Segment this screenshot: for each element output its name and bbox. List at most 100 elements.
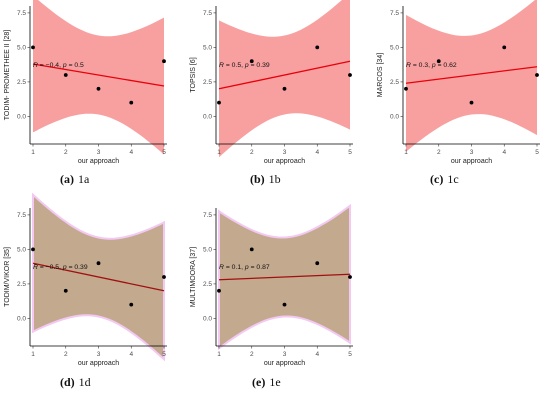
confidence-band <box>33 0 164 155</box>
x-axis-label: our approach <box>451 158 492 165</box>
y-axis-label: TODIM/VIKOR [35] <box>4 247 11 307</box>
annotation-part: 0.5 <box>74 62 84 69</box>
x-tick-label: 5 <box>162 149 166 156</box>
x-tick-label: 4 <box>129 149 133 156</box>
data-point <box>404 86 408 91</box>
y-tick-label: 5.0 <box>390 45 399 52</box>
annotation-part: −0.4 <box>46 62 60 69</box>
data-point <box>436 59 441 64</box>
panel-1e: 0.0 2.5 5.0 7.5 1 2 3 4 5 our approach MULTIMOORA … <box>190 203 353 389</box>
x-tick-label: 1 <box>31 149 35 156</box>
data-point <box>217 100 221 105</box>
panel-caption: (d) 1d <box>60 375 91 389</box>
annotation-part: 0.62 <box>443 62 456 69</box>
annotation-part: , <box>59 264 63 271</box>
data-point <box>217 288 221 293</box>
data-point <box>249 247 254 252</box>
x-tick-label: 1 <box>31 351 35 358</box>
correlation-annotation: R = 0.5, p = 0.39 <box>219 62 270 69</box>
y-tick-label: 5.0 <box>17 45 26 52</box>
annotation-part: 0.87 <box>256 264 269 271</box>
y-tick-label: 0.0 <box>203 114 212 121</box>
annotation-part: p = <box>244 62 257 69</box>
annotation-part: , <box>241 62 245 69</box>
data-point <box>96 86 101 91</box>
caption-letter: (a) <box>60 172 74 186</box>
data-point <box>315 45 320 50</box>
y-tick-label: 5.0 <box>203 45 212 52</box>
annotation-part: R = <box>406 62 419 69</box>
data-point <box>63 73 68 77</box>
y-axis-label: TODIM- PROMETHEE II [28] <box>4 30 11 121</box>
data-point <box>63 288 68 293</box>
annotation-part: 0.5 <box>232 62 242 69</box>
x-tick-label: 3 <box>97 149 101 156</box>
caption-text: 1b <box>269 172 281 186</box>
regression-line <box>32 63 165 87</box>
annotation-part: p = <box>244 264 257 271</box>
data-point <box>31 45 35 50</box>
x-tick-label: 1 <box>217 351 221 358</box>
annotation-part: R = <box>33 62 46 69</box>
annotation-part: 0.39 <box>74 264 87 271</box>
x-tick-label: 2 <box>250 149 254 156</box>
y-tick-label: 5.0 <box>17 247 26 254</box>
x-tick-label: 4 <box>502 149 506 156</box>
regression-line <box>218 60 351 90</box>
annotation-part: , <box>428 62 432 69</box>
data-point <box>348 73 352 77</box>
x-tick-label: 2 <box>437 149 441 156</box>
y-tick-label: 5.0 <box>203 247 212 254</box>
confidence-band <box>406 0 537 152</box>
annotation-part: p = <box>62 62 75 69</box>
x-axis-label: our approach <box>264 158 305 165</box>
x-tick-label: 3 <box>283 351 287 358</box>
caption-letter: (c) <box>430 172 443 186</box>
caption-letter: (d) <box>60 375 75 389</box>
annotation-part: 0.3 <box>419 62 429 69</box>
x-axis-label: our approach <box>264 360 305 367</box>
caption-letter: (b) <box>250 172 265 186</box>
panel-1a: 0.0 2.5 5.0 7.5 1 2 3 4 5 our approach TODIM- PROM… <box>4 0 167 186</box>
y-axis-label: TOPSIS [6] <box>190 57 197 92</box>
y-axis-label: MARCOS [34] <box>377 53 384 97</box>
data-point <box>348 275 352 279</box>
correlation-annotation: R = −0.5, p = 0.39 <box>33 264 88 271</box>
data-point <box>469 100 474 105</box>
annotation-part: , <box>241 264 245 271</box>
x-tick-label: 5 <box>535 149 539 156</box>
x-tick-label: 3 <box>470 149 474 156</box>
x-tick-label: 3 <box>283 149 287 156</box>
x-tick-label: 2 <box>250 351 254 358</box>
annotation-part: 0.39 <box>256 62 269 69</box>
y-tick-label: 0.0 <box>203 316 212 323</box>
data-point <box>96 261 101 266</box>
y-tick-label: 7.5 <box>17 10 26 17</box>
regression-line <box>32 262 165 292</box>
data-point <box>162 59 166 64</box>
y-tick-label: 0.0 <box>390 114 399 121</box>
annotation-part: R = <box>219 264 232 271</box>
correlation-annotation: R = 0.3, p = 0.62 <box>406 62 457 69</box>
annotation-part: −0.5 <box>46 264 60 271</box>
annotation-part: 0.1 <box>232 264 242 271</box>
y-tick-label: 7.5 <box>390 10 399 17</box>
data-point <box>282 86 287 91</box>
x-tick-label: 5 <box>162 351 166 358</box>
x-tick-label: 2 <box>64 149 68 156</box>
y-tick-label: 2.5 <box>17 79 26 86</box>
y-tick-label: 2.5 <box>17 281 26 288</box>
y-tick-label: 0.0 <box>17 316 26 323</box>
y-tick-label: 0.0 <box>17 114 26 121</box>
x-tick-label: 1 <box>217 149 221 156</box>
data-point <box>162 275 166 279</box>
correlation-annotation: R = −0.4, p = 0.5 <box>33 62 84 69</box>
x-axis-label: our approach <box>78 360 119 367</box>
y-tick-label: 7.5 <box>203 212 212 219</box>
x-axis-label: our approach <box>78 158 119 165</box>
data-point <box>315 261 320 266</box>
y-tick-label: 7.5 <box>17 212 26 219</box>
regression-line <box>405 66 538 84</box>
data-point <box>129 100 134 105</box>
